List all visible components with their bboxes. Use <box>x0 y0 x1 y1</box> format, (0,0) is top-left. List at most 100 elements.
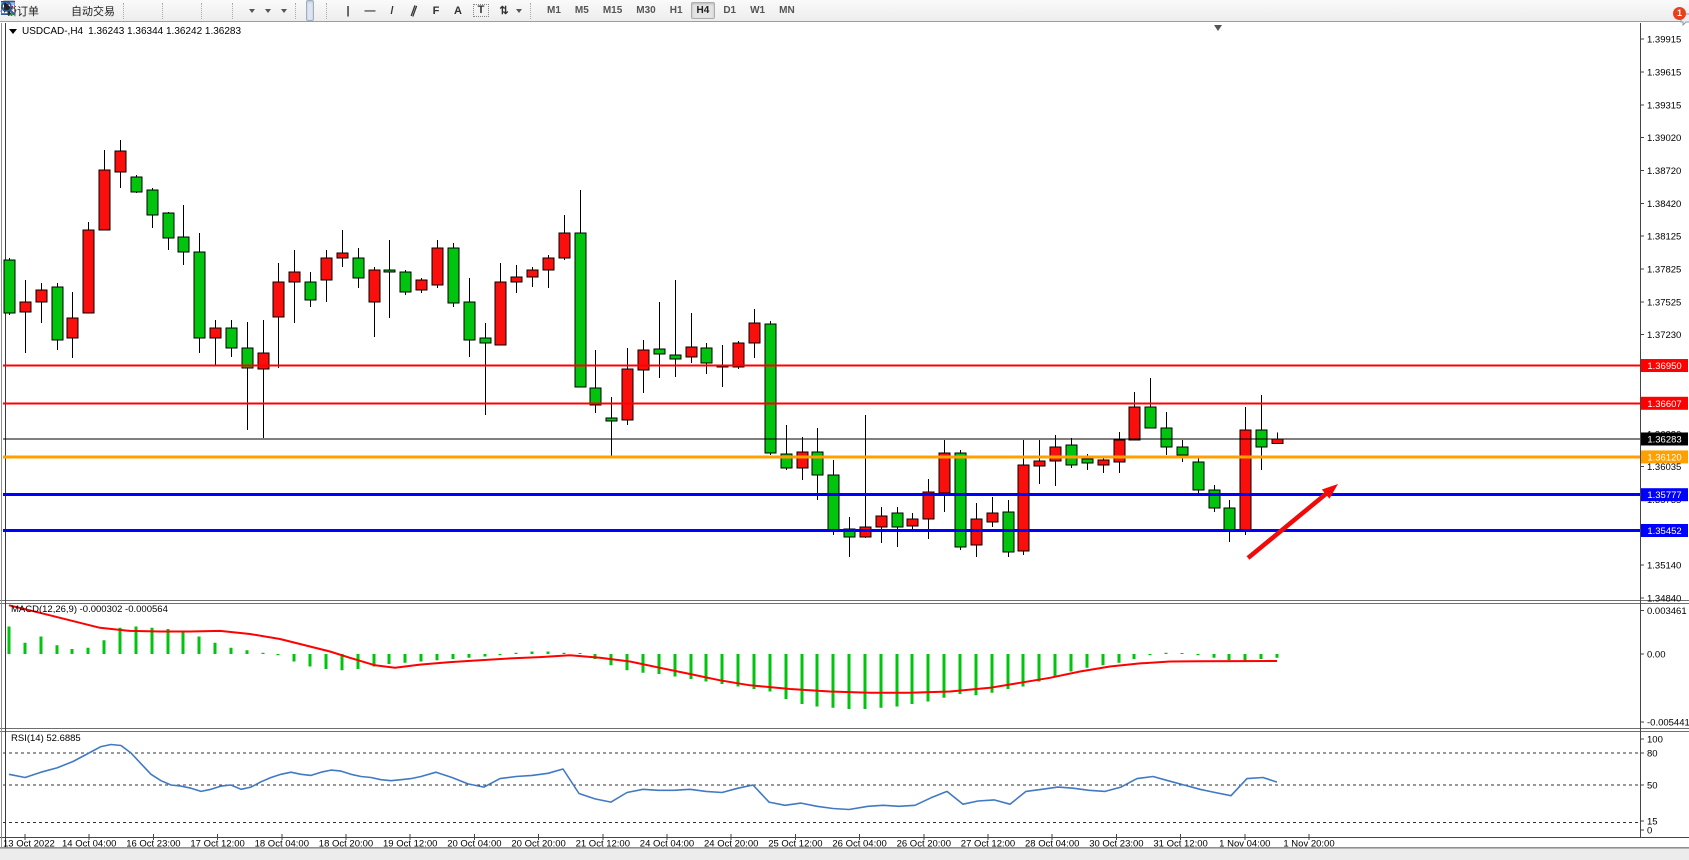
equidistant-channel-tool[interactable]: ∥ <box>403 0 425 21</box>
market-watch-button[interactable] <box>1 0 51 21</box>
data-window-button[interactable] <box>1 0 59 21</box>
candle-body <box>225 327 238 349</box>
price-badge-1.35777: 1.35777 <box>1641 488 1688 502</box>
arrows-tool[interactable]: ⇅ <box>493 0 526 21</box>
candle-body <box>906 518 919 527</box>
channel-icon: ∥ <box>409 4 419 18</box>
macd-axis-label: -0.005441 <box>1647 718 1689 729</box>
candle-body <box>399 271 412 293</box>
candle-body <box>19 301 32 313</box>
text-label-tool[interactable]: T <box>469 0 493 21</box>
chart-title: USDCAD-,H4 1.36243 1.36344 1.36242 1.362… <box>9 26 241 37</box>
time-tick-label: 20 Oct 04:00 <box>447 839 501 850</box>
macd-axis-label: 0.003461 <box>1647 606 1687 617</box>
candle-body <box>177 236 190 253</box>
timeframe-MN[interactable]: MN <box>779 5 795 16</box>
candle-body <box>1097 459 1110 466</box>
toolbar-separator <box>201 2 209 19</box>
dropdown-arrow-icon <box>265 8 271 13</box>
cursor-tool-button[interactable] <box>4 0 314 21</box>
candle-body <box>922 491 935 520</box>
time-axis: 13 Oct 2022 14 Oct 04:00 16 Oct 23:00 17 Oc… <box>3 834 1335 850</box>
horizontal-line-tool[interactable]: — <box>359 0 381 21</box>
timeframe-D1[interactable]: D1 <box>723 5 737 16</box>
bar-chart-button[interactable] <box>2 0 142 21</box>
text-label-icon: T <box>473 4 489 17</box>
time-tick-label: 19 Oct 12:00 <box>383 839 437 850</box>
crosshair-tool-button[interactable] <box>1 0 322 21</box>
svg-text:1.35452: 1.35452 <box>1647 526 1681 537</box>
candle-body <box>558 232 571 259</box>
text-tool[interactable]: A <box>447 0 469 21</box>
timeframe-M5[interactable]: M5 <box>574 5 589 16</box>
chart-window <box>0 22 1689 848</box>
candle-body <box>1017 464 1030 552</box>
zoom-out-button[interactable] <box>2 0 189 21</box>
time-tick-label: 30 Oct 23:00 <box>1089 839 1143 850</box>
candle-body <box>162 212 175 239</box>
chart-shift-marker[interactable] <box>1214 25 1222 31</box>
trendline-tool[interactable]: / <box>381 0 403 21</box>
price-tick-label: 1.34840 <box>1647 593 1681 604</box>
candle-body <box>1208 489 1221 509</box>
candle-body <box>66 317 79 339</box>
templates-button[interactable] <box>1 0 291 21</box>
price-tick-label: 1.39915 <box>1647 34 1681 45</box>
autotrading-button[interactable]: 自动交易 <box>1 0 119 21</box>
timeframe-M1[interactable]: M1 <box>547 5 561 16</box>
candle-body <box>130 176 143 193</box>
price-badge-1.36120: 1.36120 <box>1641 450 1688 464</box>
signals-button[interactable] <box>1 0 67 21</box>
search-icon[interactable] <box>0 0 16 16</box>
fibonacci-icon: F <box>432 4 440 17</box>
time-tick-label: 26 Oct 20:00 <box>897 839 951 850</box>
zoom-in-button[interactable] <box>2 0 181 21</box>
periods-button[interactable] <box>1 0 275 21</box>
macd-indicator-label: MACD(12,26,9) -0.000302 -0.000564 <box>11 604 168 615</box>
candle-body <box>1223 507 1236 531</box>
candle-body <box>685 346 698 358</box>
candle-body <box>732 342 745 368</box>
macd-signal-line <box>8 604 1278 694</box>
line-chart-button[interactable] <box>0 0 158 21</box>
candle-body <box>1239 429 1252 531</box>
candle-body <box>1144 406 1157 429</box>
candle-body <box>700 347 713 364</box>
collapse-caret-icon[interactable] <box>9 29 17 34</box>
timeframe-M15[interactable]: M15 <box>602 5 623 16</box>
timeframe-H4[interactable]: H4 <box>690 2 716 19</box>
trend-arrow[interactable] <box>1246 484 1338 560</box>
candles <box>3 139 1284 558</box>
candle-body <box>637 349 650 371</box>
dropdown-arrow-icon <box>281 8 287 13</box>
time-tick-label: 1 Nov 20:00 <box>1283 839 1334 850</box>
tile-windows-button[interactable] <box>1 0 197 21</box>
price-badge-1.35452: 1.35452 <box>1641 523 1688 537</box>
indicators-button[interactable] <box>0 0 259 21</box>
svg-text:1.36120: 1.36120 <box>1647 452 1681 463</box>
toolbar-separator <box>232 2 240 19</box>
timeframe-M30[interactable]: M30 <box>636 5 656 16</box>
fibonacci-tool[interactable]: F <box>425 0 447 21</box>
candle-body <box>304 281 317 301</box>
auto-scroll-button[interactable] <box>1 0 220 21</box>
trendline-icon: / <box>390 4 394 17</box>
candle-body <box>938 452 951 494</box>
candle-body <box>827 474 840 531</box>
candlestick-button[interactable] <box>2 0 150 21</box>
vertical-line-tool[interactable]: | <box>337 0 359 21</box>
candle-body <box>3 259 16 314</box>
candle-body <box>288 271 301 283</box>
candle-body <box>1065 444 1078 466</box>
arrows-icon: ⇅ <box>499 5 509 17</box>
status-strip <box>0 848 1689 860</box>
timeframe-H1[interactable]: H1 <box>669 5 683 16</box>
candle-body <box>669 354 682 360</box>
candle-body <box>589 387 602 406</box>
chart-shift-button[interactable] <box>1 0 228 21</box>
candle-body <box>510 276 523 283</box>
timeframe-W1[interactable]: W1 <box>750 5 766 16</box>
candle-body <box>98 169 111 231</box>
